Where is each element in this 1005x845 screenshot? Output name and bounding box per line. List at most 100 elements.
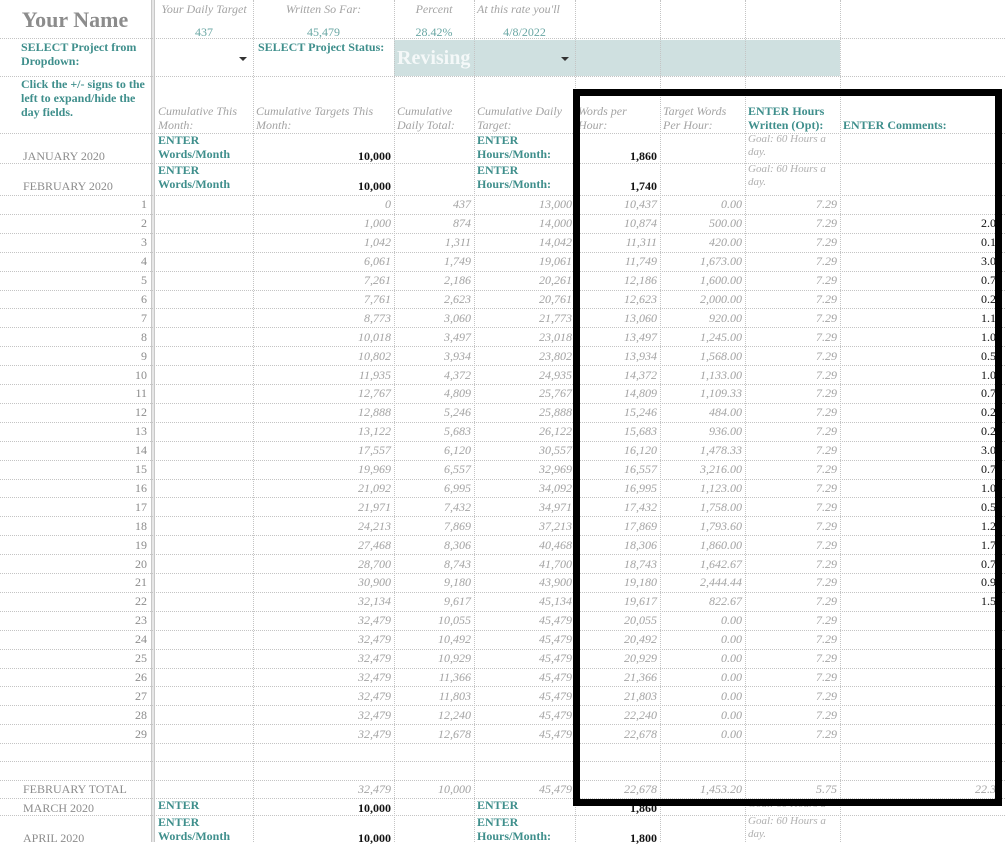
day-value[interactable]: 1.00 (981, 367, 1002, 382)
words-label: ENTER Words/Month (158, 163, 231, 191)
summary-label: Your Daily Target (161, 2, 247, 16)
day-value: 14,809 (624, 386, 657, 401)
day-value: 28,700 (358, 556, 391, 571)
day-value: 0.00 (721, 688, 742, 703)
day-value[interactable]: 0.25 (981, 405, 1002, 420)
words-target[interactable]: 10,000 (358, 831, 391, 845)
day-value: 2,444.44 (700, 575, 742, 590)
day-number: 19 (135, 537, 147, 552)
day-value: 15,246 (624, 405, 657, 420)
day-value: 12,623 (624, 291, 657, 306)
day-value: 4,372 (444, 367, 471, 382)
day-value: 920.00 (709, 310, 742, 325)
row-line (0, 163, 1005, 164)
day-value: 24,213 (358, 518, 391, 533)
day-value: 7.29 (816, 594, 837, 609)
column-line (253, 0, 254, 842)
day-value[interactable]: 1.50 (981, 594, 1002, 609)
day-value: 8,743 (444, 556, 471, 571)
day-number: 7 (141, 310, 147, 325)
day-value: 18,743 (624, 556, 657, 571)
day-value[interactable]: 0.50 (981, 348, 1002, 363)
day-value: 22,678 (624, 726, 657, 741)
row-line (0, 195, 1005, 196)
day-value: 437 (453, 197, 471, 212)
day-value: 1,133.00 (700, 367, 742, 382)
day-value: 12,186 (624, 273, 657, 288)
day-value[interactable]: 0.90 (981, 575, 1002, 590)
hours-target[interactable]: 1,740 (630, 179, 657, 193)
words-label: ENTER Words/Month (158, 815, 231, 843)
hours-target[interactable]: 1,860 (630, 149, 657, 163)
dropdown-arrow[interactable] (239, 57, 247, 61)
day-value: 7.29 (816, 329, 837, 344)
day-value[interactable]: 0.10 (981, 235, 1002, 250)
day-value: 7,869 (444, 518, 471, 533)
day-value: 5,683 (444, 424, 471, 439)
day-value[interactable]: 2.00 (981, 216, 1002, 231)
goal-note: Goal: 60 Hours a day. (748, 163, 826, 188)
day-value[interactable]: 1.10 (981, 310, 1002, 325)
day-value: 25,767 (539, 386, 572, 401)
day-value[interactable]: 0.25 (981, 424, 1002, 439)
day-value[interactable]: 1.75 (981, 537, 1002, 552)
day-number: 17 (135, 499, 147, 514)
day-value[interactable]: 0.75 (981, 556, 1002, 571)
day-value: 23,018 (539, 329, 572, 344)
day-value: 11,935 (358, 367, 391, 382)
day-value[interactable]: 1.00 (981, 329, 1002, 344)
row-line (0, 213, 1005, 215)
day-value: 30,900 (358, 575, 391, 590)
day-value: 7.29 (816, 613, 837, 628)
day-value: 40,468 (539, 537, 572, 552)
day-value[interactable]: 3.00 (981, 254, 1002, 269)
day-value[interactable]: 0.50 (981, 499, 1002, 514)
day-value: 32,479 (358, 707, 391, 722)
row-line (0, 133, 1005, 134)
status-value[interactable]: Revising (397, 47, 471, 69)
month-name: JANUARY 2020 (23, 149, 105, 163)
day-value[interactable]: 0.25 (981, 291, 1002, 306)
day-number: 5 (141, 273, 147, 288)
day-value: 1,568.00 (700, 348, 742, 363)
status-dropdown-cell[interactable] (394, 40, 840, 76)
day-value: 32,479 (358, 726, 391, 741)
instructions: Click the +/- signs to the left to expan… (21, 77, 145, 119)
day-value[interactable]: 3.00 (981, 443, 1002, 458)
day-number: 27 (135, 688, 147, 703)
hours-target[interactable]: 1,800 (630, 831, 657, 845)
day-value: 6,995 (444, 480, 471, 495)
hours-target[interactable]: 1,860 (630, 801, 657, 815)
day-number: 1 (141, 197, 147, 212)
day-value: 16,995 (624, 480, 657, 495)
project-label: SELECT Project from Dropdown: (21, 40, 137, 68)
day-value: 11,311 (625, 235, 657, 250)
day-value: 1,042 (364, 235, 391, 250)
row-line (0, 648, 1005, 650)
day-value[interactable]: 0.75 (981, 273, 1002, 288)
day-value: 0.00 (721, 726, 742, 741)
summary-label: Percent (415, 2, 453, 16)
day-value: 1,109.33 (700, 386, 742, 401)
day-value[interactable]: 0.75 (981, 386, 1002, 401)
day-value[interactable]: 0.75 (981, 462, 1002, 477)
row-line (0, 459, 1005, 461)
day-value: 13,060 (624, 310, 657, 325)
words-target[interactable]: 10,000 (358, 801, 391, 815)
total-value: 45,479 (539, 782, 572, 796)
day-value: 7.29 (816, 669, 837, 684)
day-value: 7.29 (816, 537, 837, 552)
day-value: 21,092 (358, 480, 391, 495)
day-value[interactable]: 1.25 (981, 518, 1002, 533)
words-target[interactable]: 10,000 (358, 149, 391, 163)
day-value: 9,617 (444, 594, 471, 609)
day-value[interactable]: 1.00 (981, 480, 1002, 495)
column-header: Target Words Per Hour: (663, 104, 727, 132)
day-value: 16,557 (624, 462, 657, 477)
day-value: 14,000 (539, 216, 572, 231)
day-value: 32,479 (358, 651, 391, 666)
row-line (0, 478, 1005, 480)
dropdown-arrow[interactable] (561, 57, 569, 61)
words-target[interactable]: 10,000 (358, 179, 391, 193)
day-value: 16,120 (624, 443, 657, 458)
